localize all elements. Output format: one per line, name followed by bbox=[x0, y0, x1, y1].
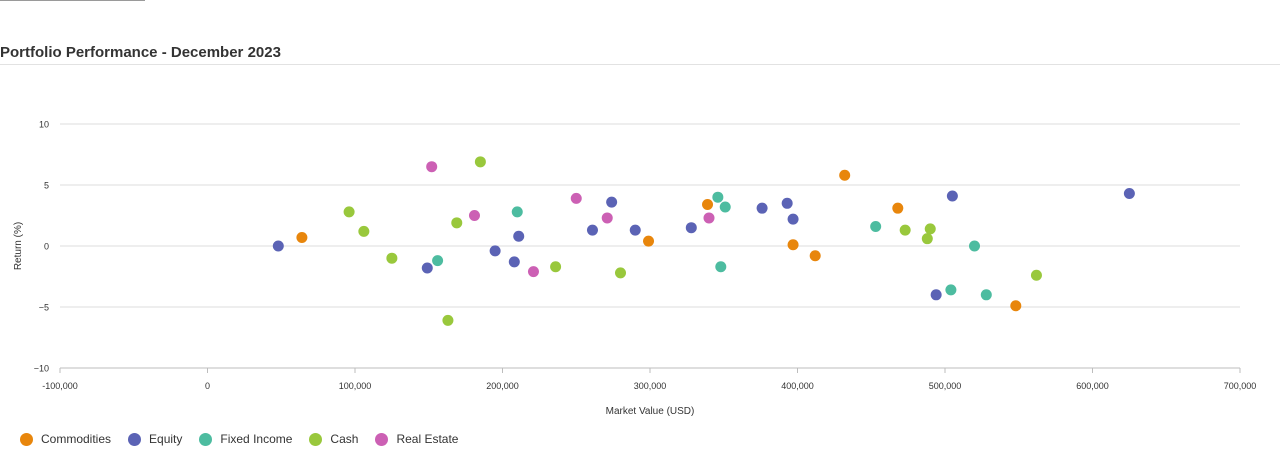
legend-swatch bbox=[20, 432, 33, 446]
data-point-commodities[interactable] bbox=[892, 202, 904, 214]
series-equity bbox=[272, 188, 1135, 301]
data-point-cash[interactable] bbox=[615, 267, 626, 279]
data-point-commodities[interactable] bbox=[702, 199, 714, 211]
legend-item-equity[interactable]: Equity bbox=[128, 432, 182, 446]
y-tick-label: −5 bbox=[39, 303, 49, 313]
y-axis-label: Return (%) bbox=[13, 222, 24, 270]
data-point-fixed-income[interactable] bbox=[980, 289, 992, 301]
data-point-real-estate[interactable] bbox=[527, 266, 539, 278]
data-point-cash[interactable] bbox=[451, 217, 463, 229]
x-axis: -100,000 0 100,000 200,000 300,000 400,000 500… bbox=[42, 368, 1256, 391]
legend-label: Equity bbox=[149, 432, 183, 446]
y-tick-label: 0 bbox=[44, 242, 49, 252]
legend-swatch bbox=[375, 432, 389, 446]
data-point-cash[interactable] bbox=[358, 225, 370, 237]
data-point-equity[interactable] bbox=[781, 197, 793, 209]
top-scroll-indicator bbox=[0, 0, 145, 1]
data-point-cash[interactable] bbox=[1030, 269, 1042, 281]
data-point-commodities[interactable] bbox=[839, 169, 851, 181]
data-point-cash[interactable] bbox=[921, 233, 933, 245]
legend-item-fixed-income[interactable]: Fixed Income bbox=[199, 432, 292, 446]
x-tick-label: 100,000 bbox=[339, 381, 372, 391]
data-point-fixed-income[interactable] bbox=[432, 255, 444, 267]
data-point-commodities[interactable] bbox=[296, 231, 308, 243]
x-tick-label: 0 bbox=[205, 381, 210, 391]
chart-legend: Commodities Equity Fixed Income Cash Real Es… bbox=[20, 430, 475, 448]
data-point-equity[interactable] bbox=[787, 213, 799, 225]
data-point-commodities[interactable] bbox=[787, 239, 799, 251]
data-point-equity[interactable] bbox=[685, 222, 697, 234]
x-axis-label: Market Value (USD) bbox=[606, 406, 695, 417]
x-tick-label: 700,000 bbox=[1224, 381, 1257, 391]
page-header: Portfolio Performance - December 2023 bbox=[0, 36, 1280, 65]
data-point-commodities[interactable] bbox=[809, 250, 821, 262]
data-point-fixed-income[interactable] bbox=[945, 284, 957, 296]
data-point-equity[interactable] bbox=[272, 240, 284, 252]
data-point-fixed-income[interactable] bbox=[719, 201, 731, 213]
legend-swatch bbox=[128, 432, 142, 446]
x-tick-label: 400,000 bbox=[781, 381, 814, 391]
data-point-cash[interactable] bbox=[924, 223, 936, 235]
data-point-fixed-income[interactable] bbox=[870, 220, 882, 232]
data-point-equity[interactable] bbox=[946, 190, 958, 202]
legend-swatch bbox=[309, 432, 323, 446]
data-point-cash[interactable] bbox=[343, 206, 355, 218]
legend-label: Real Estate bbox=[396, 432, 459, 446]
legend-item-cash[interactable]: Cash bbox=[309, 432, 358, 446]
x-tick-label: -100,000 bbox=[42, 381, 78, 391]
legend-swatch bbox=[199, 432, 213, 446]
page-title: Portfolio Performance - December 2023 bbox=[0, 44, 281, 61]
data-point-equity[interactable] bbox=[513, 230, 525, 242]
data-point-cash[interactable] bbox=[442, 314, 454, 326]
data-point-fixed-income[interactable] bbox=[511, 206, 523, 218]
y-axis: −10 −5 0 5 10 bbox=[34, 120, 49, 374]
data-point-real-estate[interactable] bbox=[601, 212, 613, 224]
data-point-cash[interactable] bbox=[550, 261, 562, 273]
data-point-commodities[interactable] bbox=[643, 235, 655, 247]
legend-label: Fixed Income bbox=[220, 432, 293, 446]
data-point-fixed-income[interactable] bbox=[969, 240, 980, 252]
data-point-fixed-income[interactable] bbox=[712, 191, 724, 203]
x-tick-label: 200,000 bbox=[486, 381, 519, 391]
x-tick-label: 600,000 bbox=[1076, 381, 1109, 391]
data-point-real-estate[interactable] bbox=[703, 212, 715, 224]
data-point-fixed-income[interactable] bbox=[715, 261, 727, 273]
data-point-equity[interactable] bbox=[930, 289, 942, 301]
x-tick-label: 500,000 bbox=[929, 381, 962, 391]
legend-label: Cash bbox=[330, 432, 359, 446]
data-point-equity[interactable] bbox=[756, 202, 768, 214]
series-fixed-income bbox=[432, 191, 992, 301]
data-point-cash[interactable] bbox=[386, 252, 398, 264]
y-tick-label: −10 bbox=[34, 364, 49, 374]
data-point-cash[interactable] bbox=[474, 156, 486, 168]
legend-item-commodities[interactable]: Commodities bbox=[20, 432, 111, 446]
legend-item-real-estate[interactable]: Real Estate bbox=[375, 432, 458, 446]
grid-lines bbox=[60, 123, 1240, 369]
data-point-equity[interactable] bbox=[1123, 188, 1135, 200]
data-point-cash[interactable] bbox=[899, 224, 911, 236]
data-point-real-estate[interactable] bbox=[570, 192, 582, 204]
series-cash bbox=[343, 156, 1042, 326]
data-point-real-estate[interactable] bbox=[426, 161, 438, 173]
y-tick-label: 5 bbox=[44, 181, 49, 191]
data-point-equity[interactable] bbox=[629, 224, 641, 236]
data-point-equity[interactable] bbox=[421, 262, 433, 274]
y-tick-label: 10 bbox=[39, 120, 49, 130]
data-point-equity[interactable] bbox=[586, 224, 598, 236]
x-tick-label: 300,000 bbox=[634, 381, 667, 391]
data-point-real-estate[interactable] bbox=[468, 210, 480, 221]
data-point-equity[interactable] bbox=[489, 245, 501, 257]
data-point-commodities[interactable] bbox=[1010, 300, 1022, 312]
data-point-equity[interactable] bbox=[606, 196, 618, 208]
series-commodities bbox=[296, 169, 1022, 312]
legend-label: Commodities bbox=[41, 432, 112, 446]
series-real-estate bbox=[426, 161, 715, 278]
data-point-equity[interactable] bbox=[508, 256, 520, 268]
data-points bbox=[272, 156, 1135, 326]
